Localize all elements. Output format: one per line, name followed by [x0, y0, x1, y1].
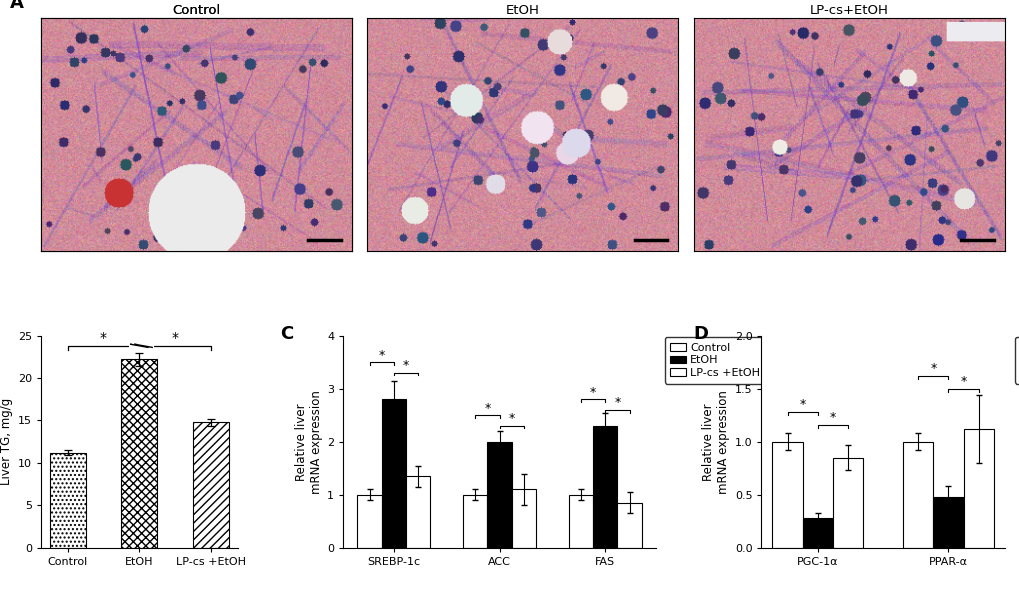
Bar — [963, 429, 993, 548]
Bar — [569, 495, 593, 548]
Text: *: * — [613, 396, 620, 409]
Text: C: C — [280, 325, 293, 343]
Title: LP-cs+EtOH: LP-cs+EtOH — [809, 4, 888, 16]
Text: *: * — [799, 398, 805, 411]
Text: *: * — [171, 331, 178, 345]
Legend: Control, EtOH, LP-cs +EtOH: Control, EtOH, LP-cs +EtOH — [664, 337, 765, 383]
Text: *: * — [828, 411, 835, 423]
Bar — [406, 476, 430, 548]
Text: *: * — [403, 359, 409, 372]
Bar — [771, 442, 802, 548]
Text: *: * — [100, 331, 107, 345]
Title: Control: Control — [172, 4, 220, 16]
Bar — [50, 453, 86, 548]
Y-axis label: Relative liver
mRNA expression: Relative liver mRNA expression — [294, 390, 323, 494]
Bar — [121, 359, 157, 548]
Text: *: * — [378, 349, 384, 362]
Y-axis label: Relative liver
mRNA expression: Relative liver mRNA expression — [702, 390, 730, 494]
Y-axis label: Liver TG, mg/g: Liver TG, mg/g — [0, 398, 13, 485]
Text: *: * — [508, 412, 515, 425]
Bar — [802, 518, 832, 548]
Bar — [512, 489, 536, 548]
Bar — [357, 495, 381, 548]
Text: *: * — [960, 375, 966, 388]
Text: *: * — [589, 386, 596, 399]
Text: A: A — [10, 0, 23, 12]
Bar — [903, 442, 932, 548]
Legend: Control, EtOH, LP-cs +EtOH: Control, EtOH, LP-cs +EtOH — [1014, 337, 1019, 383]
Title: EtOH: EtOH — [505, 4, 539, 16]
Bar — [832, 458, 862, 548]
Title: Control: Control — [172, 4, 220, 16]
Bar — [193, 422, 228, 548]
Bar — [616, 502, 641, 548]
Text: D: D — [693, 325, 707, 343]
Text: *: * — [929, 362, 935, 375]
Bar — [463, 495, 487, 548]
Bar — [932, 497, 963, 548]
Bar — [487, 442, 512, 548]
Bar — [593, 426, 616, 548]
Bar — [381, 399, 406, 548]
Text: *: * — [484, 402, 490, 415]
